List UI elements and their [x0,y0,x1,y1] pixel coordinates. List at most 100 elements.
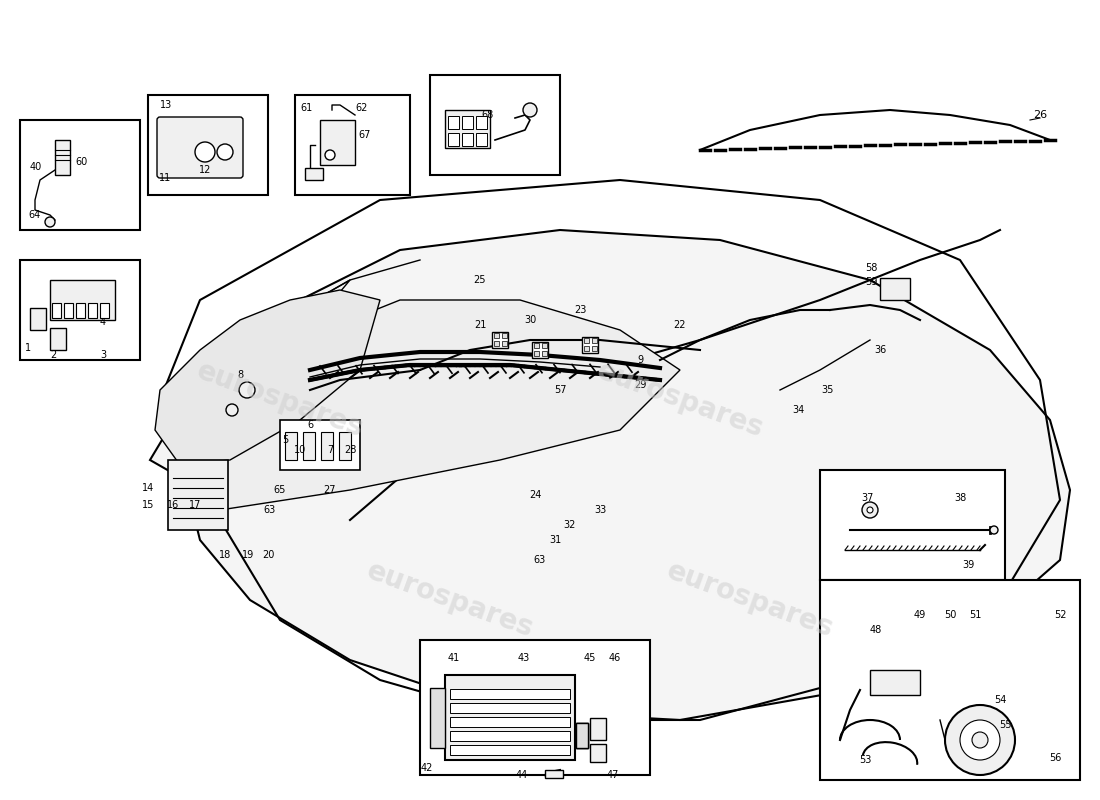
Bar [592,346,597,351]
Text: 23: 23 [574,305,586,315]
Text: 31: 31 [549,535,561,545]
Bar [450,717,570,727]
Text: 24: 24 [529,490,541,500]
Circle shape [972,732,988,748]
Text: 65: 65 [274,485,286,495]
Bar [492,332,508,348]
Text: 33: 33 [594,505,606,515]
Text: 26: 26 [1033,110,1047,120]
Circle shape [945,705,1015,775]
Text: 61: 61 [300,103,312,113]
Text: 46: 46 [609,653,622,663]
Text: 34: 34 [792,405,804,415]
Bar [446,110,490,148]
Bar [448,116,459,129]
Bar [476,133,487,146]
Text: 47: 47 [607,770,619,780]
Bar [450,745,570,755]
Text: 12: 12 [199,165,211,175]
Text: 59: 59 [866,277,878,287]
Bar [305,168,323,180]
Text: 3: 3 [100,350,106,360]
Bar [880,278,910,300]
Bar [339,432,351,460]
Bar [446,675,575,760]
Text: 68: 68 [482,110,494,120]
Text: eurospares: eurospares [363,557,538,643]
Text: 21: 21 [474,320,486,330]
Text: 56: 56 [1048,753,1062,763]
Text: 22: 22 [673,320,686,330]
Bar [50,328,66,350]
Bar [590,744,606,762]
Text: 55: 55 [999,720,1011,730]
Text: 51: 51 [969,610,981,620]
Bar [88,303,97,318]
Text: 15: 15 [142,500,154,510]
Text: 54: 54 [993,695,1007,705]
Bar [55,140,70,175]
FancyBboxPatch shape [295,95,410,195]
Bar [544,770,563,778]
Text: 6: 6 [307,420,314,430]
Text: 48: 48 [870,625,882,635]
FancyBboxPatch shape [820,580,1080,780]
Text: 45: 45 [584,653,596,663]
Bar [576,723,588,748]
Text: 44: 44 [516,770,528,780]
Bar [532,342,548,358]
Text: 36: 36 [873,345,887,355]
Bar [320,120,355,165]
Text: 58: 58 [866,263,878,273]
Bar [168,460,228,530]
Text: 27: 27 [323,485,337,495]
Text: 2: 2 [50,350,56,360]
Bar [582,337,598,353]
Text: 57: 57 [553,385,566,395]
Text: 1: 1 [25,343,31,353]
Bar [430,688,446,748]
Bar [870,670,920,695]
Bar [302,432,315,460]
Text: 9: 9 [637,355,644,365]
FancyBboxPatch shape [420,640,650,775]
Polygon shape [155,290,380,465]
Polygon shape [150,230,1070,720]
Text: 60: 60 [75,157,87,167]
Bar [50,280,116,320]
Text: 29: 29 [634,380,646,390]
Text: 37: 37 [861,493,875,503]
Text: 62: 62 [355,103,367,113]
Bar [534,343,539,348]
Circle shape [45,217,55,227]
Text: 53: 53 [859,755,871,765]
Text: eurospares: eurospares [593,357,768,443]
Bar [450,689,570,699]
FancyBboxPatch shape [820,470,1005,580]
Text: eurospares: eurospares [192,357,367,443]
Bar [584,338,588,343]
Text: 50: 50 [944,610,956,620]
Text: 18: 18 [219,550,231,560]
Text: 30: 30 [524,315,536,325]
Text: 41: 41 [448,653,460,663]
Bar [450,731,570,741]
Text: 38: 38 [954,493,966,503]
Text: 4: 4 [100,317,106,327]
Bar [321,432,333,460]
Bar [542,351,547,356]
Text: 63: 63 [264,505,276,515]
Bar [76,303,85,318]
Circle shape [862,502,878,518]
Text: 19: 19 [242,550,254,560]
FancyBboxPatch shape [157,117,243,178]
Text: 10: 10 [294,445,306,455]
Bar [590,718,606,740]
Circle shape [324,150,336,160]
Circle shape [867,507,873,513]
Text: 42: 42 [421,763,433,773]
Circle shape [239,382,255,398]
FancyBboxPatch shape [430,75,560,175]
Polygon shape [165,300,680,510]
Text: 7: 7 [327,445,333,455]
